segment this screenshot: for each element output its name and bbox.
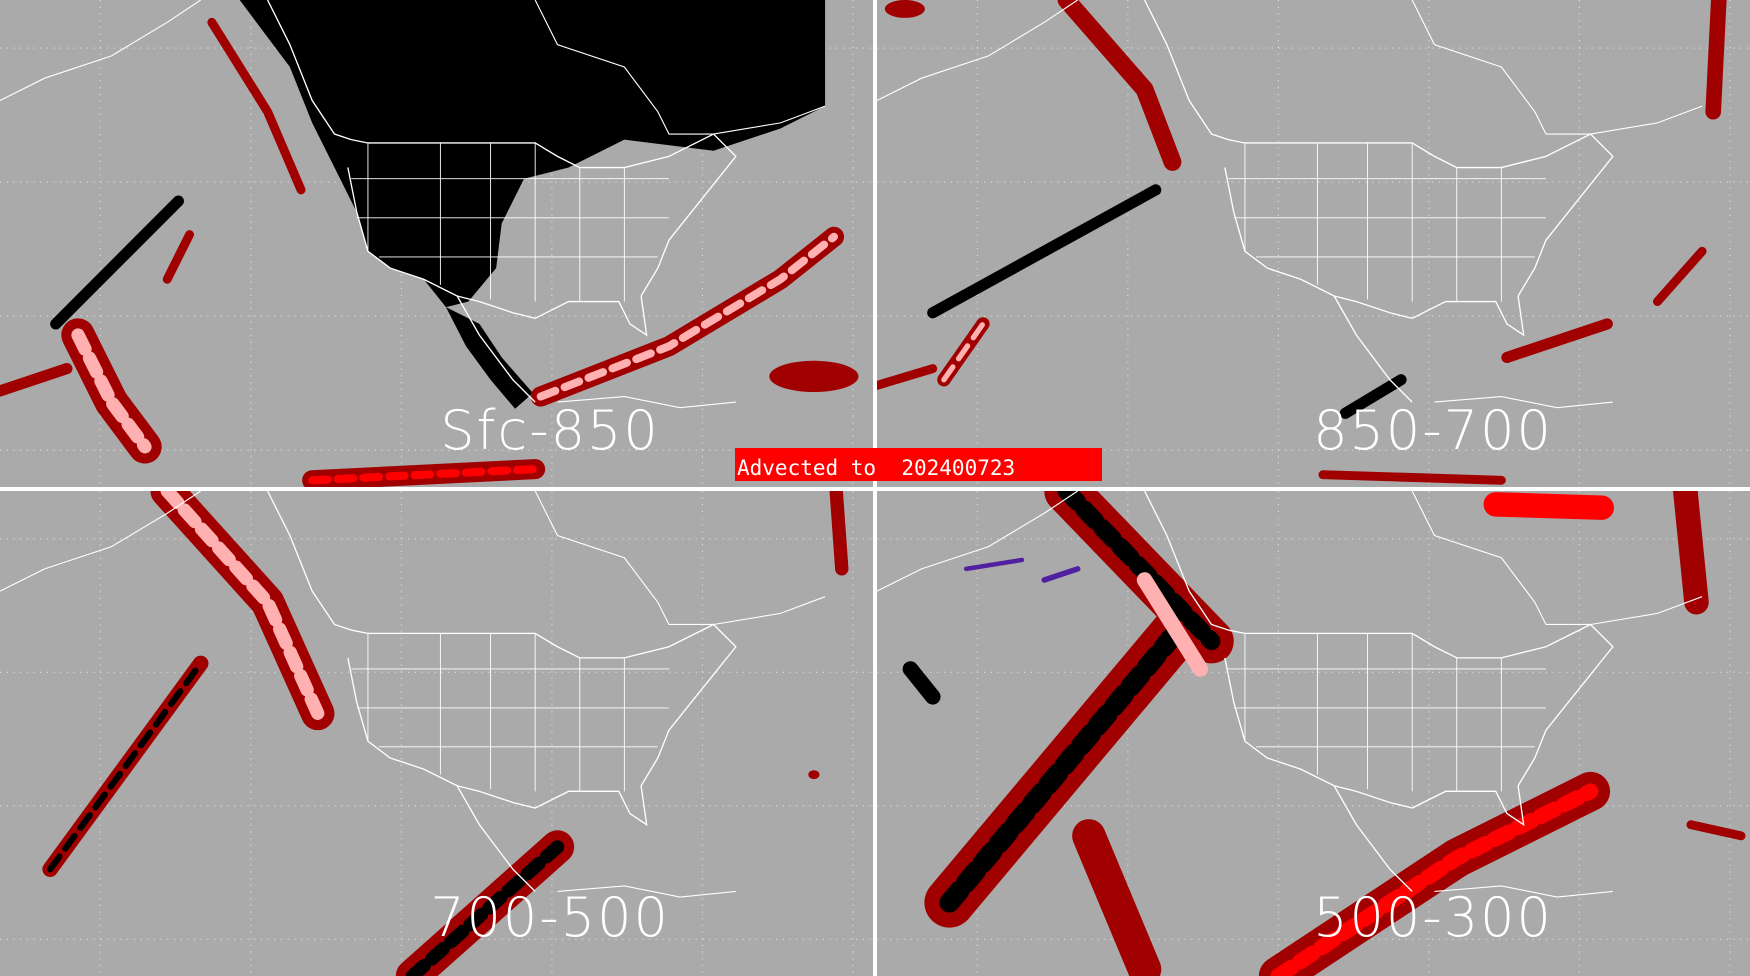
layer-label: 700-500 bbox=[430, 886, 670, 949]
advected-date-banner: Advected to 202400723 bbox=[735, 448, 1102, 481]
mexico-coastline bbox=[1333, 785, 1413, 892]
moisture-streak bbox=[1318, 470, 1506, 485]
dry-streak bbox=[902, 661, 941, 705]
map-canvas bbox=[877, 0, 1750, 487]
canada-coastline bbox=[266, 0, 352, 141]
land-mask bbox=[239, 0, 826, 308]
moisture-streak-core bbox=[160, 491, 325, 721]
moisture-streak bbox=[1673, 491, 1709, 615]
caribbean-coastline bbox=[557, 395, 736, 409]
alaska-coastline bbox=[0, 491, 201, 592]
moisture-blob bbox=[884, 0, 925, 18]
moisture-streak-core bbox=[405, 840, 565, 976]
banner-text: Advected to 202400723 bbox=[737, 456, 1016, 480]
map-panel-700-500: 700-500 bbox=[0, 491, 873, 976]
caribbean-coastline bbox=[1434, 395, 1613, 409]
moisture-streak bbox=[877, 364, 938, 390]
moisture-streak-core bbox=[1057, 491, 1221, 651]
moisture-blob bbox=[769, 360, 859, 393]
canada-coastline bbox=[1143, 491, 1229, 631]
mexico-coastline bbox=[456, 785, 536, 892]
canada-border bbox=[534, 491, 826, 626]
moisture-streak bbox=[1705, 0, 1727, 120]
moisture-streak bbox=[1057, 0, 1182, 171]
canada-coastline bbox=[1143, 0, 1229, 141]
moisture-streak bbox=[829, 491, 849, 576]
us-coastline bbox=[1224, 623, 1614, 827]
alaska-coastline bbox=[877, 491, 1078, 592]
canada-border bbox=[1411, 0, 1703, 135]
purple-streak bbox=[1041, 566, 1081, 583]
us-coastline bbox=[347, 623, 737, 827]
moisture-streak bbox=[1686, 820, 1746, 841]
alaska-coastline bbox=[0, 0, 201, 102]
map-panel-sfc-850: Sfc-850 bbox=[0, 0, 873, 487]
layer-label: Sfc-850 bbox=[440, 399, 660, 462]
dry-streak bbox=[50, 195, 184, 330]
moisture-streak bbox=[1136, 572, 1209, 677]
moisture-streak bbox=[1483, 492, 1614, 520]
caribbean-coastline bbox=[1434, 885, 1613, 898]
moisture-streak bbox=[1653, 246, 1707, 307]
layer-label: 500-300 bbox=[1313, 886, 1553, 949]
map-canvas bbox=[0, 0, 873, 487]
dry-streak bbox=[1339, 374, 1407, 419]
caribbean-coastline bbox=[557, 885, 736, 898]
moisture-blob bbox=[808, 770, 820, 780]
moisture-streak-core bbox=[1270, 783, 1599, 976]
us-coastline bbox=[1224, 133, 1614, 337]
moisture-streak-core bbox=[308, 465, 540, 485]
moisture-streak bbox=[162, 230, 195, 284]
moisture-streak-core bbox=[941, 321, 986, 383]
layer-label: 850-700 bbox=[1313, 399, 1553, 462]
map-panel-500-300: 500-300 bbox=[877, 491, 1750, 976]
map-panel-850-700: 850-700 bbox=[877, 0, 1750, 487]
purple-streak bbox=[963, 557, 1025, 572]
moisture-streak-core bbox=[536, 232, 838, 401]
mexico-coastline bbox=[456, 295, 536, 403]
moisture-streak bbox=[0, 363, 73, 397]
moisture-streak-core bbox=[47, 660, 204, 873]
canada-border bbox=[534, 0, 826, 135]
canada-coastline bbox=[266, 491, 352, 631]
map-canvas bbox=[877, 491, 1750, 976]
moisture-streak bbox=[1501, 318, 1613, 364]
us-coastline bbox=[347, 133, 737, 337]
moisture-streak-core bbox=[939, 620, 1189, 913]
moisture-streak-core bbox=[71, 328, 152, 454]
dry-streak bbox=[927, 184, 1162, 319]
alaska-coastline bbox=[877, 0, 1078, 102]
mexico-coastline bbox=[1333, 295, 1413, 403]
canada-border bbox=[1411, 491, 1703, 626]
land-mask-mexico bbox=[445, 307, 533, 409]
map-canvas bbox=[0, 491, 873, 976]
moisture-streak bbox=[1072, 819, 1162, 976]
moisture-streak bbox=[207, 17, 306, 195]
